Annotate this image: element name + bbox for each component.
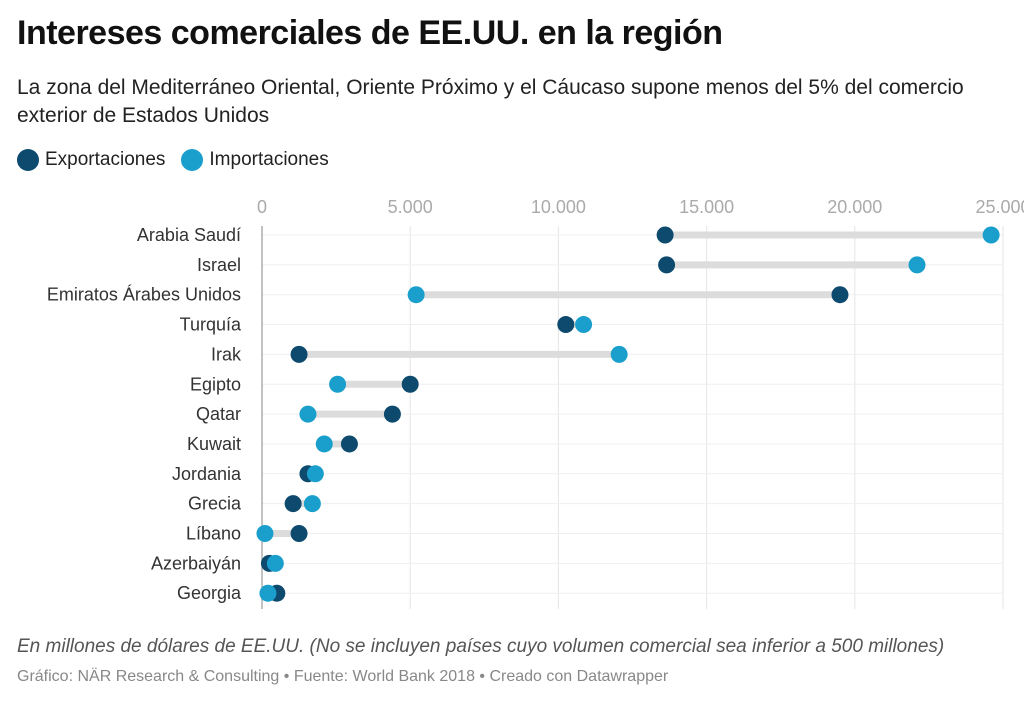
category-label: Arabia Saudí	[137, 225, 241, 245]
exports-dot	[340, 435, 358, 453]
exports-dot	[290, 345, 308, 363]
category-label: Georgia	[177, 583, 242, 603]
imports-dot	[256, 525, 274, 542]
legend-dot-imports	[181, 149, 204, 171]
category-label: Azerbaiyán	[151, 553, 241, 573]
exports-dot	[284, 495, 302, 513]
legend-dot-exports	[17, 149, 39, 171]
category-label: Líbano	[186, 524, 241, 544]
legend-item-imports: Importaciones	[181, 149, 329, 171]
chart-subtitle: La zona del Mediterráneo Oriental, Orien…	[17, 76, 964, 127]
category-label: Irak	[211, 344, 242, 364]
x-tick-label: 15.000	[679, 197, 734, 217]
category-label: Emiratos Árabes Unidos	[47, 285, 241, 305]
imports-dot	[299, 405, 317, 423]
category-label: Jordania	[172, 464, 242, 484]
category-label: Israel	[197, 255, 241, 275]
dot-range-chart: 0 5.000 10.000 15.000 20.000 25.000 Arabia Sau…	[47, 197, 1024, 609]
imports-dot	[306, 465, 324, 483]
category-label: Qatar	[196, 404, 241, 424]
imports-dot	[266, 554, 284, 572]
exports-dot	[658, 256, 676, 274]
imports-dot	[908, 256, 926, 274]
footnote: En millones de dólares de EE.UU. (No se …	[17, 636, 945, 657]
exports-dot	[831, 286, 849, 304]
imports-dot	[982, 226, 1000, 244]
imports-dot	[329, 375, 347, 393]
imports-dot	[259, 584, 277, 602]
x-tick-label: 5.000	[388, 197, 433, 217]
exports-dot	[290, 525, 308, 542]
legend-label-imports: Importaciones	[209, 149, 329, 170]
x-tick-label: 0	[257, 197, 267, 217]
chart-title: Intereses comerciales de EE.UU. en la re…	[17, 14, 723, 52]
exports-dot	[557, 316, 575, 334]
x-tick-label: 20.000	[827, 197, 882, 217]
imports-dot	[575, 316, 593, 334]
imports-dot	[315, 435, 333, 453]
source-credit: Gráfico: NÄR Research & Consulting • Fue…	[17, 668, 669, 685]
legend-label-exports: Exportaciones	[45, 149, 166, 170]
category-label: Kuwait	[187, 434, 241, 454]
imports-dot	[610, 345, 628, 363]
exports-dot	[656, 226, 674, 244]
imports-dot	[303, 495, 321, 513]
category-label: Egipto	[190, 374, 241, 394]
category-label: Turquía	[180, 315, 242, 335]
x-tick-label: 10.000	[531, 197, 586, 217]
exports-dot	[401, 375, 419, 393]
x-tick-label: 25.000	[975, 197, 1024, 217]
exports-dot	[383, 405, 401, 423]
legend: Exportaciones Importaciones	[17, 149, 345, 171]
imports-dot	[407, 286, 425, 304]
category-label: Grecia	[188, 494, 242, 514]
legend-item-exports: Exportaciones	[17, 149, 165, 171]
